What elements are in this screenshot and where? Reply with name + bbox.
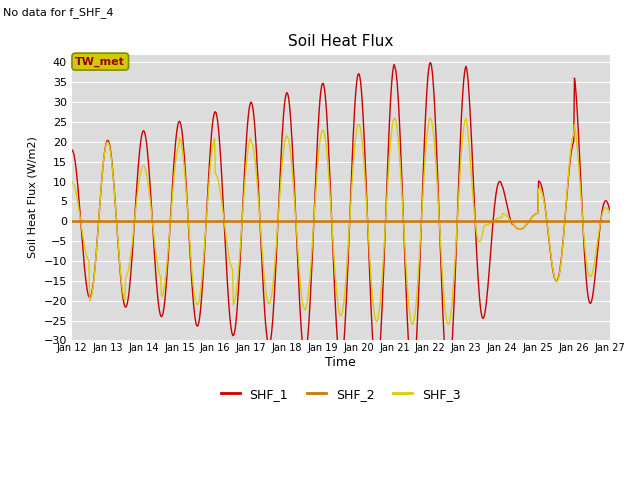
Text: No data for f_SHF_4: No data for f_SHF_4 (3, 7, 114, 18)
Text: TW_met: TW_met (76, 57, 125, 67)
Legend: SHF_1, SHF_2, SHF_3: SHF_1, SHF_2, SHF_3 (216, 383, 465, 406)
X-axis label: Time: Time (325, 356, 356, 369)
Title: Soil Heat Flux: Soil Heat Flux (288, 34, 394, 49)
Y-axis label: Soil Heat Flux (W/m2): Soil Heat Flux (W/m2) (28, 136, 38, 258)
